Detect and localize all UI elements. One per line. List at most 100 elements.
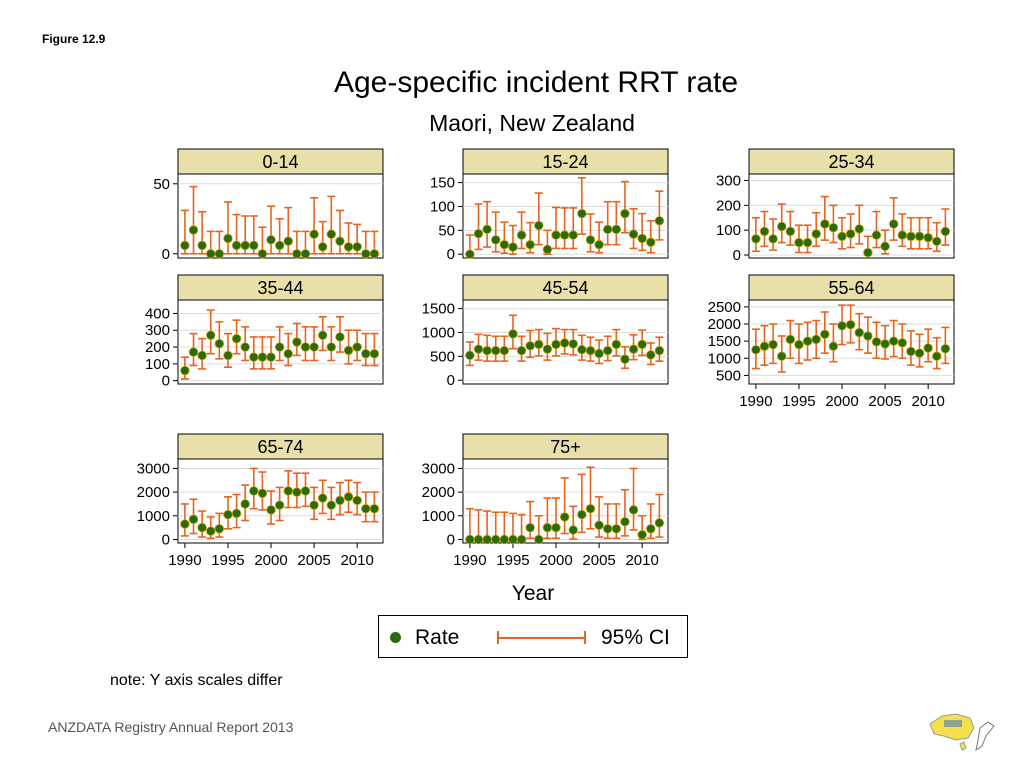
rate-point (249, 240, 259, 251)
figure-label: Figure 12.9 (42, 32, 106, 46)
rate-point (820, 219, 830, 229)
panel-strip (462, 274, 669, 301)
y-tick-label: 500 (716, 367, 741, 384)
rate-point (906, 231, 916, 242)
rate-point (465, 350, 475, 361)
rate-point (473, 344, 484, 354)
rate-point (568, 525, 578, 535)
rate-point (214, 524, 225, 534)
rate-point (777, 221, 787, 232)
rate-point (240, 499, 250, 509)
rate-point (611, 524, 622, 534)
rate-point (542, 344, 553, 354)
plot-area (748, 173, 955, 259)
rate-point (585, 235, 596, 245)
rate-point (637, 530, 647, 540)
y-tick-label: 300 (145, 322, 170, 339)
panel-title: 65-74 (257, 437, 303, 457)
rate-point (516, 230, 527, 240)
rate-point (923, 232, 933, 243)
rate-point (594, 348, 604, 359)
rate-point (266, 505, 276, 515)
rate-point (654, 216, 665, 226)
rate-point (369, 503, 380, 514)
panel-title: 45-54 (542, 278, 588, 298)
rate-point (369, 249, 380, 259)
y-tick-label: 1000 (708, 350, 741, 367)
rate-point (863, 247, 873, 258)
rate-point (335, 332, 345, 342)
y-tick-label: 100 (716, 222, 741, 239)
rate-point (249, 352, 259, 362)
rate-point (188, 514, 199, 525)
rate-point (197, 240, 207, 251)
rate-point (292, 249, 302, 259)
rate-point (274, 240, 285, 251)
y-tick-label: 200 (145, 339, 170, 356)
panel-75+: 75+ 0 1000 2000 3000 1990 1995 2000 2005 2010 (422, 433, 669, 569)
rate-point (473, 534, 484, 545)
rate-point (923, 343, 933, 353)
rate-point (266, 352, 276, 362)
rate-point (257, 249, 268, 259)
rate-point (508, 329, 518, 339)
y-tick-label: 0 (447, 372, 455, 389)
rate-point (300, 249, 311, 259)
rate-point (206, 526, 216, 536)
rate-point (620, 354, 630, 364)
panel-strip (748, 148, 955, 175)
rate-point (603, 524, 613, 534)
rate-point (577, 509, 587, 520)
y-tick-label: 0 (447, 246, 455, 263)
rate-point (940, 226, 951, 237)
x-tick-label: 2005 (297, 552, 330, 569)
y-tick-label: 1500 (422, 301, 455, 318)
panel-title: 75+ (550, 437, 581, 457)
rate-point (369, 349, 380, 359)
rate-point (751, 234, 761, 244)
rate-point (240, 342, 250, 352)
rate-point (837, 231, 847, 242)
rate-point (594, 239, 604, 250)
rate-point (274, 342, 285, 352)
rate-point (751, 345, 761, 355)
rate-point (940, 343, 951, 354)
rate-point (559, 230, 570, 240)
rate-point (335, 236, 345, 246)
rate-point (214, 338, 225, 349)
rate-point (871, 230, 882, 240)
chart-panels: 0-1405015-2405010015025-34010020030035-4… (137, 148, 955, 569)
rate-point (180, 519, 190, 529)
rate-point (837, 321, 847, 331)
rate-point (465, 534, 475, 545)
rate-point (828, 222, 839, 233)
chart-subtitle: Maori, New Zealand (429, 110, 635, 136)
rate-point (249, 486, 259, 496)
rate-point (785, 334, 796, 345)
rate-point (559, 512, 570, 522)
rate-point (326, 229, 337, 239)
x-tick-label: 2010 (340, 552, 373, 569)
rate-point (551, 230, 561, 240)
legend: Rate 95% CI (378, 615, 688, 658)
y-tick-label: 3000 (422, 460, 455, 477)
rate-point (932, 236, 942, 247)
rate-point (906, 346, 916, 357)
rate-point (828, 341, 839, 351)
anzdata-logo (929, 713, 995, 752)
rate-point (240, 240, 250, 251)
rate-point (551, 339, 561, 350)
panel-25-34: 25-34 0 100 200 300 (716, 148, 955, 264)
y-tick-label: 300 (716, 172, 741, 189)
y-tick-label: 2000 (137, 484, 170, 501)
rate-point (309, 342, 319, 352)
y-tick-label: 0 (447, 531, 455, 548)
rate-point (482, 224, 492, 235)
panel-title: 25-34 (828, 152, 874, 172)
rate-point (759, 226, 770, 237)
panel-strip (177, 148, 384, 175)
rate-point (491, 534, 501, 545)
rate-point (352, 495, 362, 506)
rate-point (318, 330, 328, 340)
rate-point (932, 351, 942, 361)
